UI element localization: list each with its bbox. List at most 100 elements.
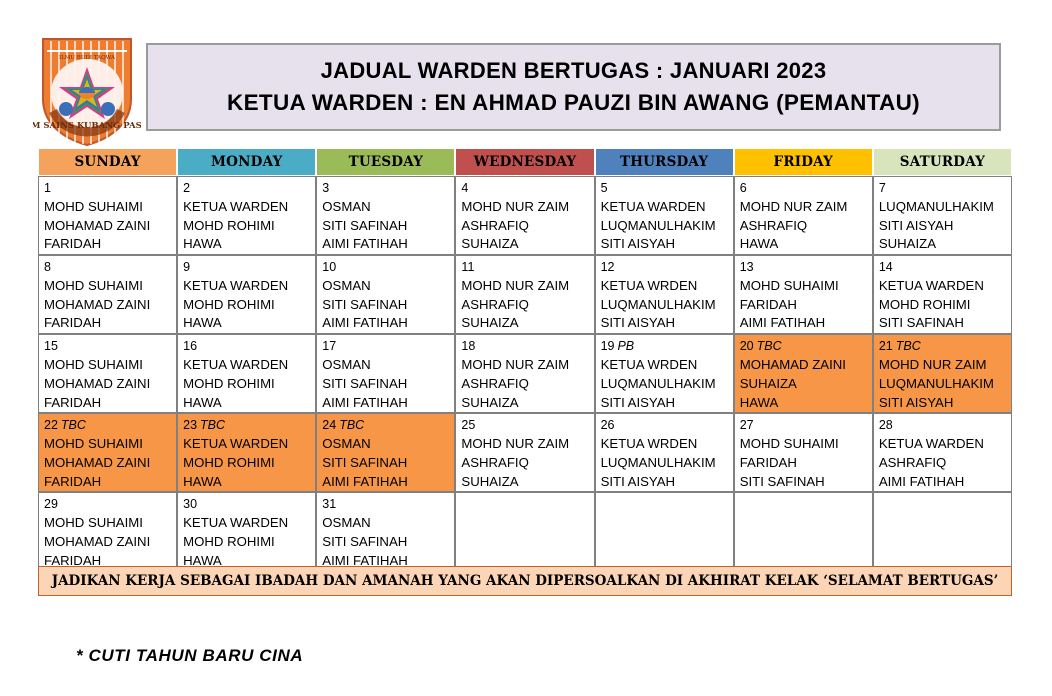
warden-name: FARIDAH [44, 315, 102, 331]
svg-text:SM SAINS KUBANG PASU: SM SAINS KUBANG PASU [33, 121, 141, 131]
warden-name-list: MOHD SUHAIMI MOHAMAD ZAINI FARIDAH [44, 514, 176, 570]
warden-name-list: MOHD NUR ZAIM LUQMANULHAKIM SITI AISYAH [879, 356, 1011, 412]
calendar-cell-day-24[interactable]: 24 TBC OSMAN SITI SAFINAH AIMI FATIHAH [316, 413, 456, 493]
warden-name: KETUA WARDEN [183, 515, 289, 531]
day-number: 27 [739, 418, 754, 433]
warden-name: SITI SAFINAH [322, 533, 408, 549]
calendar-cell-day-29[interactable]: 29 MOHD SUHAIMI MOHAMAD ZAINI FARIDAH [38, 492, 178, 572]
calendar-cell-day-6[interactable]: 6 MOHD NUR ZAIM ASHRAFIQ HAWA [733, 176, 873, 256]
calendar-cell-day-4[interactable]: 4 MOHD NUR ZAIM ASHRAFIQ SUHAIZA [455, 176, 595, 256]
day-number: 3 [322, 181, 330, 195]
warden-name: MOHD ROHIMI [183, 217, 275, 233]
warden-name-list: MOHD SUHAIMI MOHAMAD ZAINI FARIDAH [44, 198, 176, 254]
calendar-cell-day-8[interactable]: 8 MOHD SUHAIMI MOHAMAD ZAINI FARIDAH [38, 255, 178, 335]
warden-name-list: KETUA WRDEN LUQMANULHAKIM SITI AISYAH [601, 277, 733, 333]
crest-icon: SM SAINS KUBANG PASU ILMU BUDI TAQWA [33, 38, 141, 147]
calendar-cell-day-11[interactable]: 11 MOHD NUR ZAIM ASHRAFIQ SUHAIZA [455, 255, 595, 335]
calendar-cell-day-23[interactable]: 23 TBC KETUA WARDEN MOHD ROHIMI HAWA [177, 413, 317, 493]
day-number: 18 [461, 339, 476, 354]
warden-name: ASHRAFIQ [878, 454, 947, 470]
calendar-cell-day-14[interactable]: 14 KETUA WARDEN MOHD ROHIMI SITI SAFINAH [872, 255, 1012, 335]
calendar-cell-day-9[interactable]: 9 KETUA WARDEN MOHD ROHIMI HAWA [177, 255, 317, 335]
document-header: SM SAINS KUBANG PASU ILMU BUDI TAQWA JAD… [0, 0, 1052, 150]
warden-name: AIMI FATIHAH [322, 473, 408, 489]
warden-name: SITI SAFINAH [739, 473, 825, 489]
calendar-cell-day-22[interactable]: 22 TBC MOHD SUHAIMI MOHAMAD ZAINI FARIDAH [38, 413, 178, 493]
calendar-cell-day-15[interactable]: 15 MOHD SUHAIMI MOHAMAD ZAINI FARIDAH [38, 334, 178, 414]
day-number: 24 TBC [322, 418, 365, 433]
calendar-cell-day-20[interactable]: 20 TBC MOHAMAD ZAINI SUHAIZA HAWA [733, 334, 873, 414]
day-tag: TBC [756, 339, 782, 354]
weekday-header-wednesday: WEDNESDAY [455, 148, 595, 176]
day-tag: TBC [895, 339, 921, 354]
warden-name: MOHD NUR ZAIM [461, 277, 570, 293]
warden-name: SITI AISYAH [878, 217, 954, 233]
calendar-cell-day-1[interactable]: 1 MOHD SUHAIMI MOHAMAD ZAINI FARIDAH [38, 176, 178, 256]
warden-name: MOHD NUR ZAIM [461, 357, 570, 373]
warden-name: KETUA WARDEN [183, 198, 289, 214]
calendar-cell-day-25[interactable]: 25 MOHD NUR ZAIM ASHRAFIQ SUHAIZA [455, 413, 595, 493]
warden-name: SITI SAFINAH [322, 217, 408, 233]
calendar-cell-day-16[interactable]: 16 KETUA WARDEN MOHD ROHIMI HAWA [177, 334, 317, 414]
warden-name-list: MOHD NUR ZAIM ASHRAFIQ SUHAIZA [461, 435, 593, 491]
warden-name: MOHD SUHAIMI [44, 357, 143, 373]
warden-name: MOHD SUHAIMI [44, 277, 143, 293]
weekday-header-thursday: THURSDAY [594, 148, 734, 176]
footer-banner-text: JADIKAN KERJA SEBAGAI IBADAH DAN AMANAH … [51, 573, 999, 589]
warden-name: MOHAMAD ZAINI [739, 357, 846, 373]
calendar-cell-day-28[interactable]: 28 KETUA WARDEN ASHRAFIQ AIMI FATIHAH [872, 413, 1012, 493]
calendar-week-row: 8 MOHD SUHAIMI MOHAMAD ZAINI FARIDAH 9 KETUA … [38, 255, 1012, 335]
warden-name-list: KETUA WARDEN MOHD ROHIMI HAWA [183, 277, 315, 333]
warden-name: FARIDAH [739, 296, 797, 312]
calendar-cell-day-5[interactable]: 5 KETUA WARDEN LUQMANULHAKIM SITI AISYAH [594, 176, 734, 256]
schedule-title: JADUAL WARDEN BERTUGAS : JANUARI 2023 [320, 58, 827, 84]
weekday-header-monday: MONDAY [177, 148, 317, 176]
calendar-cell-day-18[interactable]: 18 MOHD NUR ZAIM ASHRAFIQ SUHAIZA [455, 334, 595, 414]
calendar-cell-day-12[interactable]: 12 KETUA WRDEN LUQMANULHAKIM SITI AISYAH [594, 255, 734, 335]
day-number: 29 [44, 497, 58, 512]
warden-name: MOHD SUHAIMI [739, 277, 839, 293]
calendar-cell-day-10[interactable]: 10 OSMAN SITI SAFINAH AIMI FATIHAH [316, 255, 456, 335]
warden-name: LUQMANULHAKIM [600, 217, 716, 233]
warden-name: MOHD SUHAIMI [44, 436, 143, 452]
school-crest-logo: SM SAINS KUBANG PASU ILMU BUDI TAQWA [33, 33, 141, 149]
day-number: 5 [600, 181, 608, 195]
warden-name: LUQMANULHAKIM [600, 454, 716, 470]
calendar-cell-day-3[interactable]: 3 OSMAN SITI SAFINAH AIMI FATIHAH [316, 176, 456, 256]
svg-text:ILMU BUDI TAQWA: ILMU BUDI TAQWA [59, 55, 116, 61]
calendar-cell-day-13[interactable]: 13 MOHD SUHAIMI FARIDAH AIMI FATIHAH [733, 255, 873, 335]
warden-name: ASHRAFIQ [461, 296, 529, 312]
warden-name-list: MOHD SUHAIMI FARIDAH AIMI FATIHAH [740, 277, 872, 333]
warden-name: MOHD NUR ZAIM [878, 357, 987, 373]
warden-name: HAWA [739, 236, 779, 252]
calendar-cell-day-17[interactable]: 17 OSMAN SITI SAFINAH AIMI FATIHAH [316, 334, 456, 414]
warden-name-list: KETUA WARDEN MOHD ROHIMI HAWA [183, 514, 315, 570]
warden-name: MOHD SUHAIMI [44, 198, 143, 214]
calendar-cell-day-21[interactable]: 21 TBC MOHD NUR ZAIM LUQMANULHAKIM SITI AISY… [872, 334, 1012, 414]
day-number: 22 TBC [44, 418, 86, 433]
calendar-cell-day-31[interactable]: 31 OSMAN SITI SAFINAH AIMI FATIHAH [316, 492, 456, 572]
calendar-cell-empty [594, 492, 734, 572]
calendar-cell-day-2[interactable]: 2 KETUA WARDEN MOHD ROHIMI HAWA [177, 176, 317, 256]
weekday-header-friday: FRIDAY [733, 148, 873, 176]
warden-name-list: MOHAMAD ZAINI SUHAIZA HAWA [740, 356, 872, 412]
warden-name-list: OSMAN SITI SAFINAH AIMI FATIHAH [322, 356, 454, 412]
calendar-cell-day-27[interactable]: 27 MOHD SUHAIMI FARIDAH SITI SAFINAH [733, 413, 873, 493]
warden-name-list: MOHD SUHAIMI FARIDAH SITI SAFINAH [740, 435, 872, 491]
warden-name-list: KETUA WARDEN ASHRAFIQ AIMI FATIHAH [879, 435, 1011, 491]
day-number: 13 [739, 260, 754, 275]
warden-name-list: KETUA WARDEN LUQMANULHAKIM SITI AISYAH [601, 198, 733, 254]
warden-name: OSMAN [322, 357, 371, 373]
calendar-cell-day-7[interactable]: 7 LUQMANULHAKIM SITI AISYAH SUHAIZA [872, 176, 1012, 256]
calendar-cell-day-30[interactable]: 30 KETUA WARDEN MOHD ROHIMI HAWA [177, 492, 317, 572]
warden-name-list: MOHD SUHAIMI MOHAMAD ZAINI FARIDAH [44, 435, 176, 491]
day-number: 9 [183, 260, 191, 275]
calendar-week-row: 29 MOHD SUHAIMI MOHAMAD ZAINI FARIDAH 30 KETU… [38, 492, 1012, 572]
weekday-header-row: SUNDAY MONDAY TUESDAY WEDNESDAY THURSDAY… [38, 148, 1012, 176]
warden-name: LUQMANULHAKIM [878, 375, 994, 391]
calendar-cell-day-26[interactable]: 26 KETUA WRDEN LUQMANULHAKIM SITI AISYAH [594, 413, 734, 493]
calendar-cell-day-19[interactable]: 19 PB KETUA WRDEN LUQMANULHAKIM SITI AISYAH [594, 334, 734, 414]
warden-name: MOHD ROHIMI [183, 454, 275, 470]
warden-name: HAWA [739, 394, 779, 410]
warden-name-list: OSMAN SITI SAFINAH AIMI FATIHAH [322, 514, 454, 570]
